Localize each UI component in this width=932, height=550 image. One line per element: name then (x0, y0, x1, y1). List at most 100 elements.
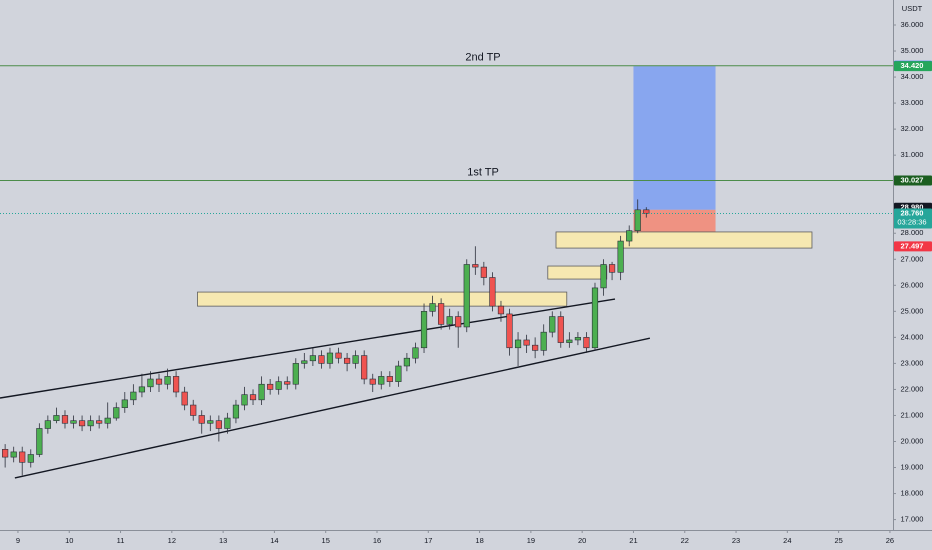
x-tick-label: 9 (16, 536, 20, 545)
candle-body (258, 383, 265, 401)
candle-body (207, 420, 214, 424)
countdown: 03:28:36 (897, 217, 926, 226)
x-tick-label: 20 (578, 536, 586, 545)
y-tick-label: 24.000 (901, 332, 924, 341)
candle-body (27, 454, 34, 463)
candle-body (352, 355, 359, 364)
y-tick-label: 26.000 (901, 280, 924, 289)
candle-body (361, 355, 368, 380)
candle-body (275, 381, 282, 390)
candle-body (446, 316, 453, 325)
candle-body (215, 420, 222, 429)
candle-body (438, 303, 445, 325)
candle-body (267, 383, 274, 390)
candle-body (557, 316, 564, 343)
candle-body (198, 415, 205, 424)
candle-body (232, 404, 240, 419)
axis-unit: USDT (902, 4, 923, 13)
price-tag (894, 175, 932, 186)
candle-body (70, 420, 77, 424)
candle-body (190, 404, 197, 416)
candle-body (241, 394, 248, 406)
candle-body (574, 337, 582, 341)
candle-body (378, 376, 385, 385)
candle-body (172, 376, 180, 393)
candle-body (489, 277, 496, 307)
price-tag-label: 34.420 (901, 61, 924, 70)
candle-body (540, 331, 547, 351)
candle-body (514, 339, 522, 349)
candle-body (249, 394, 257, 401)
candle-body (138, 386, 146, 393)
candle-body (403, 357, 411, 367)
candle-body (78, 420, 86, 427)
supply-demand-zone (197, 291, 568, 307)
trendline (14, 337, 651, 479)
candle-body (617, 240, 624, 273)
candle-body (318, 355, 325, 364)
price-tag (894, 61, 932, 72)
candle-body (130, 391, 137, 401)
y-tick-label: 23.000 (901, 358, 924, 367)
candle-body (480, 266, 487, 278)
x-tick-label: 23 (732, 536, 740, 545)
y-tick-label: 36.000 (901, 20, 924, 29)
y-tick-label: 33.000 (901, 98, 924, 107)
y-tick-label: 31.000 (901, 150, 924, 159)
price-tag-label: 27.497 (901, 241, 924, 250)
x-tick-label: 26 (886, 536, 894, 545)
candle-body (472, 264, 479, 268)
candle-body (309, 355, 316, 362)
candle-body (284, 381, 291, 385)
candle-body (292, 363, 299, 385)
x-tick-label: 22 (681, 536, 689, 545)
x-tick-label: 17 (424, 536, 432, 545)
y-tick-label: 20.000 (901, 436, 924, 445)
candle-body (583, 337, 590, 349)
candle-body (36, 428, 43, 455)
x-tick-label: 16 (373, 536, 381, 545)
candle-body (147, 378, 154, 388)
y-tick-label: 35.000 (901, 46, 924, 55)
candle-body (386, 376, 393, 382)
x-tick-label: 11 (117, 536, 125, 545)
y-tick-label: 27.000 (901, 254, 924, 263)
candle-body (61, 415, 69, 424)
supply-demand-zone (555, 231, 813, 249)
y-tick-label: 28.000 (901, 228, 924, 237)
candle-body (87, 420, 94, 427)
candle-body (600, 264, 607, 289)
candle-body (224, 417, 231, 429)
target-label: 1st TP (467, 166, 499, 178)
candle-body (2, 449, 9, 458)
x-tick-label: 18 (475, 536, 483, 545)
candle-body (113, 407, 120, 419)
price-tag (894, 241, 932, 252)
candle-body (634, 209, 641, 231)
candle-body (506, 313, 513, 349)
candle-body (566, 339, 573, 343)
candle-body (412, 347, 419, 359)
candle-body (104, 417, 111, 424)
candle-body (53, 415, 60, 421)
x-tick-label: 12 (168, 536, 176, 545)
x-tick-label: 24 (783, 536, 791, 545)
candle-body (591, 287, 599, 349)
price-tag-label: 28.980 (901, 203, 924, 212)
candle-body (369, 378, 376, 385)
candle-body (643, 209, 650, 214)
x-tick-label: 19 (527, 536, 535, 545)
supply-demand-zone (547, 265, 608, 280)
y-tick-label: 34.000 (901, 72, 924, 81)
candle-body (523, 339, 530, 346)
candle-body (19, 451, 26, 463)
candle-body (301, 360, 308, 364)
candle-body (181, 391, 188, 406)
candle-body (96, 420, 103, 424)
candle-body (326, 352, 334, 364)
profit-zone (633, 66, 716, 210)
candle-body (455, 316, 462, 328)
price-tag-label: 28.760 (901, 208, 924, 217)
y-tick-label: 17.000 (901, 515, 924, 524)
candle-body (343, 357, 351, 364)
